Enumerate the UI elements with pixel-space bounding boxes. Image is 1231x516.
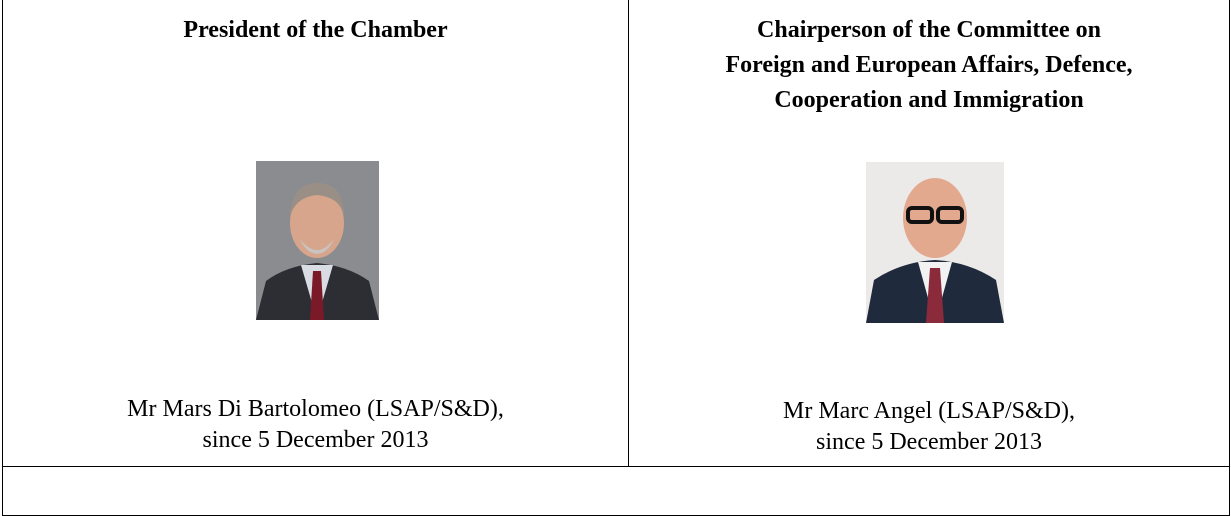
footer-row (8, 476, 14, 508)
cell-title: President of the Chamber (183, 17, 448, 43)
cell-title: Foreign and European Affairs, Defence, (725, 52, 1133, 78)
portrait-photo (256, 161, 379, 320)
person-since: since 5 December 2013 (816, 429, 1042, 455)
cell-title: Cooperation and Immigration (774, 87, 1084, 113)
table-cell (2, 466, 1230, 516)
person-since: since 5 December 2013 (202, 427, 429, 453)
person-name: Mr Marc Angel (LSAP/S&D), (783, 398, 1075, 424)
person-name: Mr Mars Di Bartolomeo (LSAP/S&D), (127, 396, 504, 422)
portrait-photo (866, 162, 1004, 323)
cell-title: Chairperson of the Committee on (757, 17, 1101, 43)
